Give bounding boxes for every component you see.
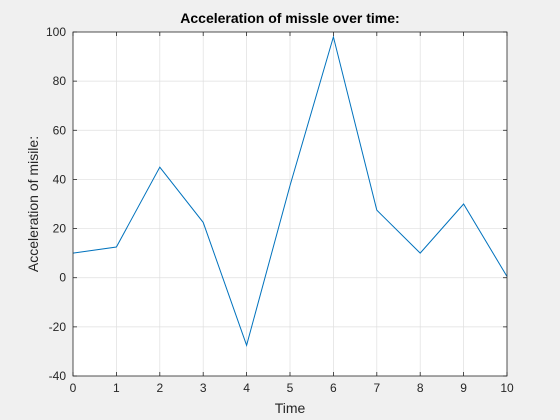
y-tick-label: 20 xyxy=(53,222,67,236)
chart-title: Acceleration of missle over time: xyxy=(180,10,399,26)
y-tick-label: 0 xyxy=(59,271,66,285)
x-tick-label: 0 xyxy=(70,381,77,395)
x-axis-label: Time xyxy=(275,400,306,416)
x-tick-label: 10 xyxy=(500,381,514,395)
y-tick-label: -20 xyxy=(49,320,67,334)
y-axis-label: Acceleration of misile: xyxy=(25,136,41,272)
grid xyxy=(73,32,507,376)
x-tick-label: 6 xyxy=(330,381,337,395)
y-tick-label: -40 xyxy=(49,369,67,383)
x-tick-label: 2 xyxy=(156,381,163,395)
x-tick-label: 8 xyxy=(417,381,424,395)
y-tick-label: 100 xyxy=(46,25,66,39)
y-tick-label: 40 xyxy=(53,172,67,186)
x-tick-label: 5 xyxy=(287,381,294,395)
x-tick-label: 9 xyxy=(460,381,467,395)
x-tick-label: 7 xyxy=(373,381,380,395)
x-tick-label: 4 xyxy=(243,381,250,395)
x-tick-label: 3 xyxy=(200,381,207,395)
ticks xyxy=(72,31,508,377)
tick-labels: 0 1 2 3 4 5 6 7 8 9 10 -40 -20 0 20 40 60 80 100 xyxy=(46,25,514,395)
y-tick-label: 60 xyxy=(53,123,67,137)
x-tick-label: 1 xyxy=(113,381,120,395)
y-tick-label: 80 xyxy=(53,74,67,88)
